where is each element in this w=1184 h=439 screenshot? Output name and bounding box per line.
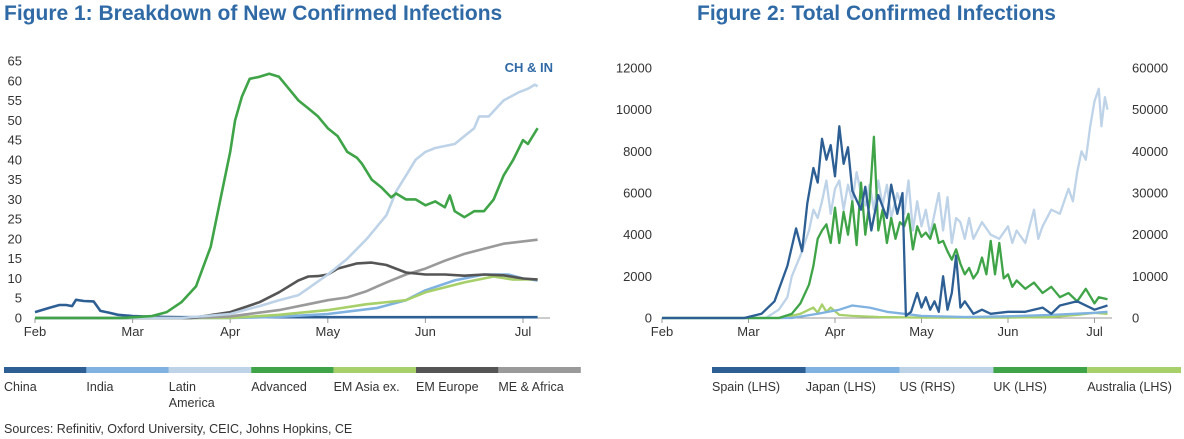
figure2-y-left-tick-label: 12000	[616, 61, 652, 76]
figure2-legend-label: Australia (LHS)	[1087, 380, 1172, 394]
figure1-legend-swatch-latin	[168, 367, 252, 373]
figure2-y-left-tick-label: 6000	[623, 186, 652, 201]
figure1-y-tick-label: 30	[8, 192, 22, 207]
figure2-y-right-tick-label: 30000	[1132, 186, 1168, 201]
figure1-legend-swatch-me-africa	[498, 367, 581, 373]
figure1-x-tick-label: Feb	[24, 324, 46, 339]
figure2-chart: 0 2000 4000 6000 8000 10000 12000 0 10000 20000 30…	[616, 61, 1181, 394]
figure1-y-tick-label: 50	[8, 113, 22, 128]
figure2-y-right-tick-label: 60000	[1132, 61, 1168, 76]
source-note: Sources: Refinitiv, Oxford University, C…	[4, 422, 353, 436]
figure2-legend-label: Japan (LHS)	[806, 380, 876, 394]
figure1-x-tick-label: May	[316, 324, 341, 339]
figure1-y-tick-label: 65	[8, 54, 22, 69]
figure1-legend-label: EM Europe	[416, 380, 479, 394]
figure2-legend-swatch-us-rhs	[899, 367, 994, 373]
figure1-y-tick-label: 40	[8, 152, 22, 167]
figure2-y-right-tick-label: 50000	[1132, 102, 1168, 117]
figure2-x-tick-label: Apr	[825, 324, 846, 339]
figure2-x-tick-label: May	[909, 324, 934, 339]
figure2-legend-label: Spain (LHS)	[712, 380, 780, 394]
figure1-x-tick-label: Jul	[515, 324, 532, 339]
figure2-legend-label: UK (LHS)	[993, 380, 1046, 394]
figure1-chart: 0 5 10 15 20 25 30 35 40 45 50 55 60 65 Feb Mar Apr May Ju…	[4, 54, 581, 410]
figure1-legend-label: Latin	[169, 380, 196, 394]
figure1-y-tick-label: 20	[8, 231, 22, 246]
figure2-series-uk-lhs	[662, 135, 1108, 320]
figure1-y-tick-label: 35	[8, 172, 22, 187]
figure1-series-em-asia-ex	[35, 275, 538, 320]
figure1-legend-label: China	[4, 380, 37, 394]
figure1-legend-swatch-india	[86, 367, 169, 373]
figure2-legend-swatch-spain-lhs	[712, 367, 806, 373]
figure1-annotation: CH & IN	[505, 60, 553, 75]
figure1-y-tick-label: 60	[8, 73, 22, 88]
figure1-series-em-europe	[35, 261, 538, 320]
figure1-y-tick-label: 25	[8, 212, 22, 227]
figure1-legend-swatch-china	[4, 367, 87, 373]
figure1-series-advanced	[35, 72, 539, 320]
figure1-legend-label: EM Asia ex.	[334, 380, 400, 394]
charts-canvas: 0 5 10 15 20 25 30 35 40 45 50 55 60 65 Feb Mar Apr May Ju…	[4, 54, 1181, 410]
figure2-y-right-tick-label: 20000	[1132, 227, 1168, 242]
figure2-legend-swatch-australia-lhs	[1087, 367, 1181, 373]
figure2-series-japan-lhs	[662, 304, 1108, 320]
figure2-x-tick-label: Feb	[651, 324, 673, 339]
figure1-y-tick-label: 15	[8, 251, 22, 266]
figure2-series-australia-lhs	[662, 303, 1108, 320]
figure1-legend-swatch-em-asia-ex	[333, 367, 416, 373]
figure1-x-tick-label: Mar	[121, 324, 144, 339]
figure2-legend-swatch-japan-lhs	[805, 367, 900, 373]
figure1-legend-swatch-advanced	[251, 367, 334, 373]
figure1-legend-label-line2: America	[169, 396, 215, 410]
figure1-series-india	[35, 273, 538, 320]
figure2-x-tick-label: Jul	[1086, 324, 1103, 339]
figure1-y-tick-label: 45	[8, 133, 22, 148]
figure2-y-left-tick-label: 0	[645, 311, 652, 326]
figure2-series-spain-lhs	[662, 125, 1108, 320]
figure2-y-left-tick-label: 4000	[623, 227, 652, 242]
figure2-title: Figure 2: Total Confirmed Infections	[697, 2, 1056, 25]
figure2-x-tick-label: Jun	[998, 324, 1019, 339]
figure1-legend-swatch-em-europe	[416, 367, 499, 373]
figure2-legend-label: US (RHS)	[900, 380, 956, 394]
figure1-series-me-africa	[35, 238, 538, 320]
figure1-x-tick-label: Jun	[415, 324, 436, 339]
figure1-legend-label: Advanced	[251, 380, 307, 394]
figure2-y-left-tick-label: 2000	[623, 269, 652, 284]
figure1-x-tick-label: Apr	[220, 324, 241, 339]
figure1-legend-label: India	[86, 380, 113, 394]
figure1-y-tick-label: 5	[15, 291, 22, 306]
figure1-series-latin-america	[35, 83, 539, 320]
figure1-y-tick-label: 55	[8, 93, 22, 108]
figure1-y-tick-label: 10	[8, 271, 22, 286]
figure2-y-left-tick-label: 10000	[616, 102, 652, 117]
figure1-title: Figure 1: Breakdown of New Confirmed Inf…	[4, 2, 503, 25]
figure1-y-tick-label: 0	[15, 311, 22, 326]
figure2-x-tick-label: Mar	[737, 324, 760, 339]
figure2-y-left-tick-label: 8000	[623, 144, 652, 159]
figure2-y-right-tick-label: 10000	[1132, 269, 1168, 284]
figure2-series-us-rhs	[662, 87, 1109, 320]
figure1-legend-label: ME & Africa	[498, 380, 563, 394]
figure2-legend-swatch-uk-lhs	[993, 367, 1088, 373]
figure2-y-right-tick-label: 0	[1132, 311, 1139, 326]
figure2-y-right-tick-label: 40000	[1132, 144, 1168, 159]
